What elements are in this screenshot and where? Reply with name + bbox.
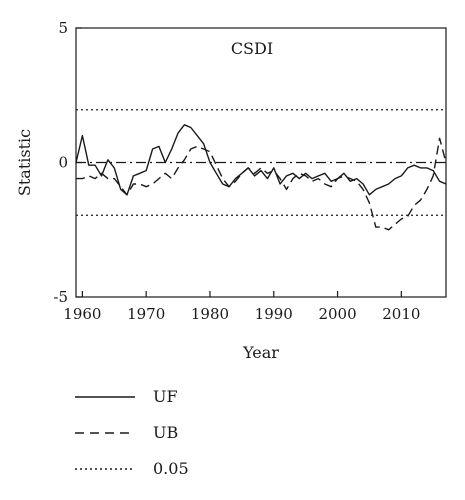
x-tick-label: 1980: [191, 305, 229, 323]
legend-label-significance: 0.05: [153, 459, 189, 478]
x-tick-label: 2010: [382, 305, 420, 323]
legend: UF UB 0.05: [75, 388, 375, 496]
chart-svg: 50-5 1960 1970 1980 1990 2000 2010 CSDI Year …: [15, 19, 447, 362]
reference-lines: [76, 109, 446, 216]
x-tick-label: 1990: [255, 305, 293, 323]
legend-label-uf: UF: [153, 387, 178, 406]
x-axis-ticks: 1960 1970 1980 1990 2000 2010: [63, 291, 420, 323]
legend-swatch-ub: [75, 432, 135, 434]
y-axis-title: Statistic: [15, 129, 34, 196]
y-tick-label: -5: [53, 288, 68, 306]
legend-swatch-uf: [75, 396, 135, 398]
chart-title: CSDI: [231, 39, 273, 58]
series-lines: [75, 124, 447, 231]
x-tick-label: 1970: [127, 305, 165, 323]
y-tick-label: 5: [58, 19, 68, 37]
y-tick-label: 0: [58, 154, 68, 172]
series-line-ub: [76, 137, 447, 231]
x-tick-label: 1960: [63, 305, 101, 323]
legend-item-uf: UF: [75, 388, 375, 424]
legend-item-ub: UB: [75, 424, 375, 460]
legend-label-ub: UB: [153, 423, 179, 442]
series-line-uf: [75, 124, 447, 196]
legend-item-significance: 0.05: [75, 460, 375, 496]
x-axis-title: Year: [242, 343, 279, 362]
x-tick-label: 2000: [318, 305, 356, 323]
legend-swatch-significance: [75, 468, 135, 470]
y-axis-ticks: 5 0 -5: [53, 19, 82, 306]
